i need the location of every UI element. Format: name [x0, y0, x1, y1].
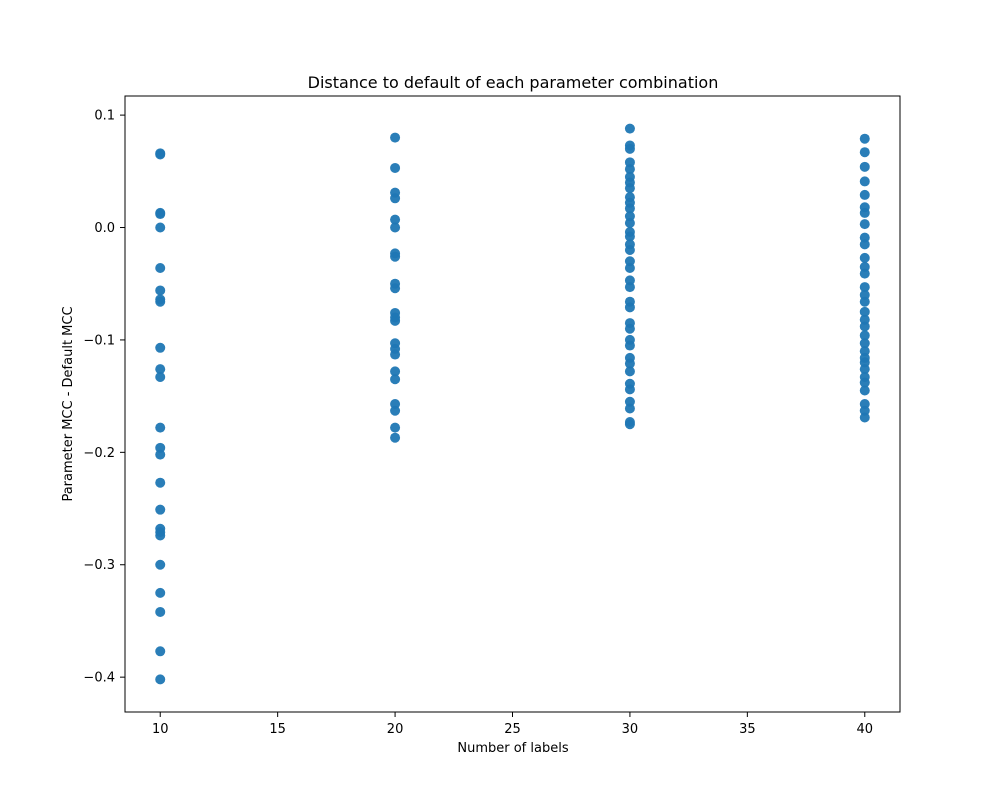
- data-point: [155, 262, 166, 273]
- y-tick-label: −0.4: [83, 671, 115, 686]
- data-point: [624, 218, 635, 229]
- data-point: [390, 132, 401, 143]
- x-axis: 10 15 20 25 30 35 40: [152, 712, 873, 737]
- data-point: [390, 193, 401, 204]
- data-point: [390, 349, 401, 360]
- data-point: [624, 123, 635, 134]
- data-point: [859, 239, 870, 250]
- data-point: [859, 147, 870, 158]
- data-point: [390, 366, 401, 377]
- data-point: [624, 164, 635, 175]
- data-points: [155, 123, 870, 685]
- data-point: [390, 422, 401, 433]
- data-point: [155, 364, 166, 375]
- data-point: [155, 222, 166, 233]
- data-point: [624, 419, 635, 430]
- series-30: [624, 123, 635, 430]
- series-20: [390, 132, 401, 443]
- data-point: [390, 222, 401, 233]
- data-point: [624, 323, 635, 334]
- data-point: [155, 674, 166, 685]
- data-point: [155, 587, 166, 598]
- data-point: [859, 161, 870, 172]
- chart-title: Distance to default of each parameter co…: [308, 73, 719, 92]
- data-point: [859, 189, 870, 200]
- series-40: [859, 133, 870, 423]
- data-point: [624, 366, 635, 377]
- data-point: [859, 252, 870, 263]
- data-point: [390, 315, 401, 326]
- data-point: [624, 231, 635, 242]
- x-tick-label: 25: [504, 722, 521, 737]
- data-point: [859, 282, 870, 293]
- data-point: [859, 338, 870, 349]
- data-point: [859, 296, 870, 307]
- data-point: [155, 449, 166, 460]
- x-axis-label: Number of labels: [457, 741, 568, 756]
- data-point: [859, 330, 870, 341]
- data-point: [859, 219, 870, 230]
- y-axis: 0.1 0.0 −0.1 −0.2 −0.3 −0.4: [83, 109, 125, 686]
- data-point: [624, 183, 635, 194]
- data-point: [390, 214, 401, 225]
- data-point: [155, 209, 166, 220]
- data-point: [155, 477, 166, 488]
- data-point: [155, 422, 166, 433]
- data-point: [624, 282, 635, 293]
- data-point: [390, 251, 401, 262]
- x-tick-label: 10: [152, 722, 169, 737]
- data-point: [859, 412, 870, 423]
- data-point: [859, 133, 870, 144]
- data-point: [155, 606, 166, 617]
- y-tick-label: −0.1: [83, 333, 115, 348]
- data-point: [624, 143, 635, 154]
- data-point: [624, 245, 635, 255]
- data-point: [390, 162, 401, 173]
- data-point: [624, 340, 635, 351]
- y-tick-label: 0.1: [94, 109, 115, 124]
- y-axis-label: Parameter MCC - Default MCC: [61, 306, 76, 501]
- x-tick-label: 20: [387, 722, 404, 737]
- data-point: [859, 364, 870, 375]
- data-point: [624, 262, 635, 273]
- data-point: [155, 372, 166, 383]
- data-point: [624, 403, 635, 414]
- data-point: [390, 374, 401, 385]
- y-tick-label: −0.3: [83, 558, 115, 573]
- x-tick-label: 30: [622, 722, 639, 737]
- data-point: [155, 296, 166, 307]
- data-point: [859, 207, 870, 218]
- data-point: [859, 268, 870, 279]
- data-point: [859, 385, 870, 396]
- data-point: [155, 342, 166, 353]
- series-10: [155, 148, 166, 685]
- data-point: [155, 285, 166, 296]
- data-point: [155, 530, 166, 541]
- y-tick-label: 0.0: [94, 221, 115, 236]
- data-point: [859, 176, 870, 187]
- x-tick-label: 35: [739, 722, 756, 737]
- data-point: [624, 302, 635, 313]
- data-point: [390, 432, 401, 443]
- x-tick-label: 40: [856, 722, 873, 737]
- data-point: [390, 283, 401, 294]
- data-point: [155, 646, 166, 657]
- data-point: [155, 149, 166, 160]
- data-point: [859, 321, 870, 332]
- data-point: [859, 377, 870, 388]
- data-point: [155, 559, 166, 570]
- data-point: [390, 405, 401, 416]
- data-point: [155, 504, 166, 515]
- data-point: [624, 358, 635, 369]
- y-tick-label: −0.2: [83, 446, 115, 461]
- data-point: [624, 203, 635, 214]
- data-point: [624, 384, 635, 395]
- data-point: [859, 306, 870, 317]
- x-tick-label: 15: [269, 722, 286, 737]
